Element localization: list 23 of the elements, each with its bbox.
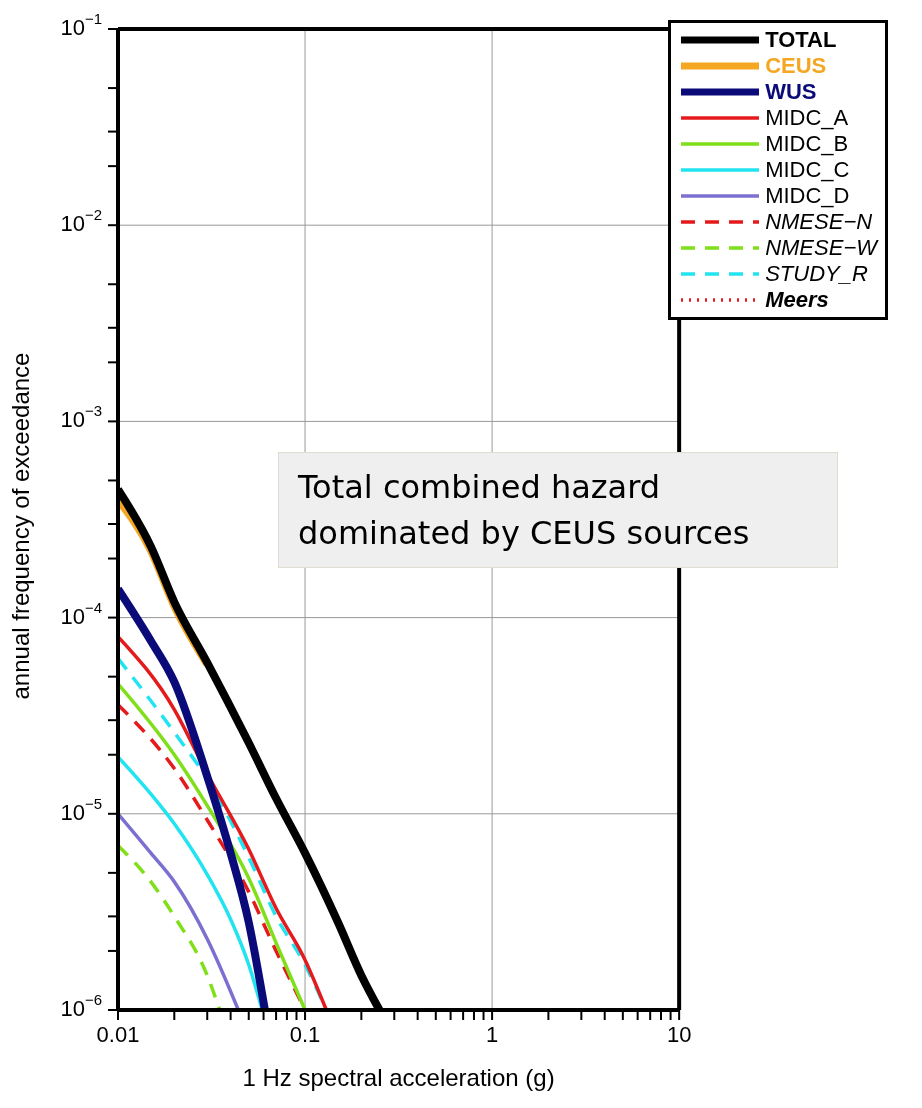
legend-label: TOTAL [765,27,837,53]
legend-label: WUS [765,79,817,105]
legend-label: CEUS [765,53,827,79]
y-tick-label: 10$^{−2}$ [60,206,102,237]
y-tick-label: 10$^{−5}$ [60,795,102,825]
legend-label: MIDC_C [765,157,850,183]
x-axis-title: 1 Hz spectral acceleration (g) [242,1064,555,1091]
legend-label: NMESE−N [765,209,873,235]
legend-label: NMESE−W [765,235,877,261]
legend-label: Meers [765,287,829,313]
x-tick-label: 0.01 [96,1021,140,1047]
legend-label: MIDC_B [765,131,849,157]
x-tick-label: 1 [485,1021,499,1047]
legend-label: MIDC_A [765,105,849,131]
x-tick-label: 10 [666,1021,692,1047]
y-tick-label: 10$^{−6}$ [60,991,102,1021]
x-tick-label: 0.1 [289,1021,321,1047]
legend-label: MIDC_D [765,183,850,209]
y-tick-label: 10$^{−1}$ [60,10,102,40]
y-tick-label: 10$^{−3}$ [60,402,102,433]
y-tick-label: 10$^{−4}$ [60,599,102,629]
legend-label: STUDY_R [765,261,868,287]
y-axis-title: annual frequency of exceedance [6,352,34,700]
